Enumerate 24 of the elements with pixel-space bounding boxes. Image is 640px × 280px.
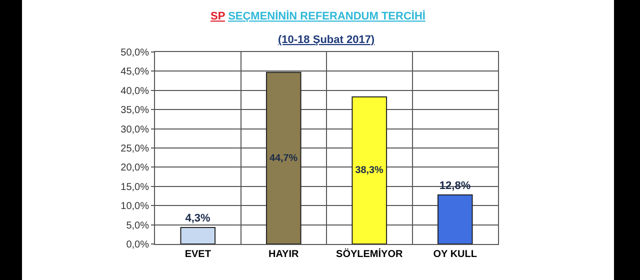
y-tick-label: 15,0%	[120, 182, 150, 193]
bar	[437, 194, 473, 244]
chart-title: SP SEÇMENİNİN REFERANDUM TERCİHİ	[210, 10, 426, 23]
y-tick-label: 40,0%	[120, 86, 150, 97]
bar	[266, 72, 302, 244]
y-tick-label: 30,0%	[120, 124, 150, 136]
chart-subtitle: (10-18 Şubat 2017)	[278, 34, 375, 46]
data-label: 38,3%	[355, 165, 384, 176]
y-tick-label: 0,0%	[126, 240, 150, 250]
y-tick-label: 5,0%	[126, 220, 150, 232]
x-tick-label: EVET	[184, 249, 211, 260]
x-tick-label: OY KULL	[433, 249, 477, 260]
y-tick-label: 45,0%	[120, 66, 150, 78]
x-tick-label: HAYIR	[268, 249, 300, 260]
y-tick-label: 10,0%	[120, 201, 150, 212]
y-tick-label: 50,0%	[120, 48, 150, 58]
bar	[180, 226, 216, 244]
bar	[352, 96, 388, 244]
y-tick-label: 35,0%	[120, 105, 150, 116]
data-label: 44,7%	[269, 152, 298, 164]
y-tick-label: 25,0%	[120, 144, 150, 154]
x-tick-label: SÖYLEMİYOR	[336, 248, 404, 260]
y-tick-label: 20,0%	[120, 162, 150, 174]
data-label: 4,3%	[185, 212, 211, 224]
